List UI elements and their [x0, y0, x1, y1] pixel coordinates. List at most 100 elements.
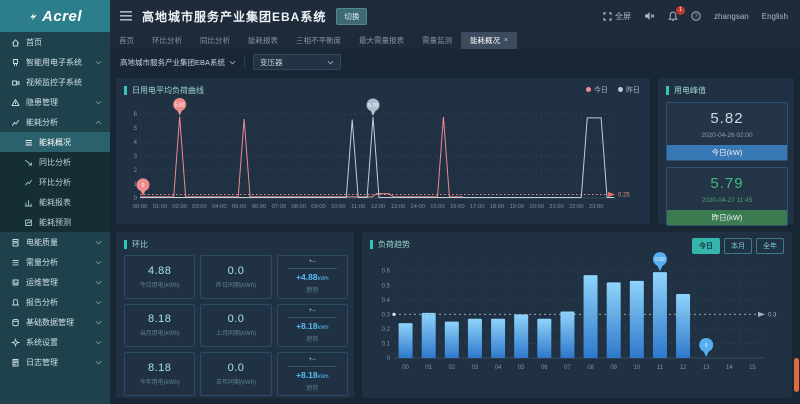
sidebar-subitem-label: 能耗报表	[39, 197, 71, 207]
quality-icon	[11, 238, 20, 247]
svg-text:05:00: 05:00	[232, 204, 247, 210]
peak-card-button[interactable]: 今日(kW)	[667, 145, 787, 160]
sidebar-nav: 首页 智能用电子系统 视频监控子系统 隐患管理能耗分析能耗概况同比分析环比分析能耗报表…	[0, 32, 110, 404]
ratio-label: 上月同期(kWh)	[215, 331, 256, 338]
sidebar-subitem-环比分析[interactable]: 环比分析	[0, 172, 110, 192]
ratio-label: 当月用电(kWh)	[139, 331, 180, 338]
svg-text:6: 6	[134, 112, 138, 118]
sidebar-item-电能质量[interactable]: 电能质量	[0, 232, 110, 252]
svg-text:0.5: 0.5	[382, 283, 391, 289]
svg-text:08: 08	[587, 365, 594, 371]
tab-最大需量报表[interactable]: 最大需量报表	[350, 32, 413, 49]
peak-card-button[interactable]: 昨日(kW)	[667, 210, 787, 225]
svg-text:2: 2	[134, 168, 138, 174]
vertical-scrollbar-thumb[interactable]	[794, 358, 799, 392]
svg-text:0.6: 0.6	[382, 269, 391, 275]
line-chart-legend: 今日 昨日	[586, 85, 640, 95]
tab-环比分析[interactable]: 环比分析	[143, 32, 191, 49]
sidebar-item-能耗分析[interactable]: 能耗分析	[0, 112, 110, 132]
help-icon: ?	[691, 11, 701, 21]
svg-text:0.3: 0.3	[768, 312, 777, 318]
sidebar-subitem-能耗概况[interactable]: 能耗概况	[0, 132, 110, 152]
load-trend-panel: 负荷趋势 今日 本月 全年 0 0.1 0.2 0.3 0.4 0.5 0.6 00 01 02 03 0…	[362, 232, 792, 398]
sidebar-item-隐患管理[interactable]: 隐患管理	[0, 92, 110, 112]
peak-value: 5.79	[710, 175, 744, 192]
sidebar-item-label: 能耗分析	[26, 117, 58, 127]
sidebar-item-智能用电子系统[interactable]: 智能用电子系统	[0, 52, 110, 72]
peak-usage-title: 用电峰值	[666, 84, 788, 96]
language-switch[interactable]: English	[761, 11, 788, 21]
svg-text:01: 01	[425, 365, 432, 371]
sidebar-item-运维管理[interactable]: 运维管理	[0, 272, 110, 292]
help-button[interactable]: ?	[691, 11, 701, 21]
chevron-down-icon	[95, 100, 102, 105]
tab-同比分析[interactable]: 同比分析	[191, 32, 239, 49]
page-title: 高地城市服务产业集团EBA系统	[142, 9, 327, 24]
sidebar-collapse-icon[interactable]	[120, 11, 132, 21]
daily-load-title-text: 日用电平均负荷曲线	[132, 85, 204, 95]
svg-text:?: ?	[694, 14, 698, 20]
tab-能耗概况[interactable]: 能耗概况 ×	[461, 32, 518, 49]
database-icon	[11, 318, 20, 327]
sidebar-subitem-同比分析[interactable]: 同比分析	[0, 152, 110, 172]
peak-cards: 5.82 2020-04-28 02:00 今日(kW) 5.79 2020-04-27…	[666, 102, 788, 226]
sidebar-item-基础数据管理[interactable]: 基础数据管理	[0, 312, 110, 332]
svg-text:0.1: 0.1	[382, 341, 391, 347]
video-icon	[11, 78, 20, 87]
ratio-value: 8.18	[147, 313, 172, 326]
ratio-card-current: 4.88 今日用电(kWh)	[124, 255, 196, 299]
ratio-compare-panel: 环比 4.88 今日用电(kWh) 0.0 昨日同期(kWh) +-- +4.88kWh 趋…	[116, 232, 354, 398]
tab-close-icon[interactable]: ×	[504, 37, 509, 44]
trend-delta: +4.88kWh	[296, 272, 329, 283]
username[interactable]: zhangsan	[714, 11, 749, 21]
range-tab-全年[interactable]: 全年	[756, 238, 784, 254]
sidebar-item-日志管理[interactable]: 日志管理	[0, 352, 110, 372]
svg-text:00: 00	[402, 365, 409, 371]
daily-load-panel: 日用电平均负荷曲线 今日 昨日 0 1 2 3 4 5 6 00:00 01:00 02:00 03:…	[116, 78, 650, 224]
speaker-muted-icon	[645, 12, 655, 20]
logo-mark-icon	[29, 12, 37, 20]
sidebar-subitem-label: 能耗概况	[39, 137, 71, 147]
legend-item-昨日[interactable]: 昨日	[618, 85, 640, 95]
ratio-card-current: 8.18 当月用电(kWh)	[124, 303, 196, 348]
sidebar-item-需量分析[interactable]: 需量分析	[0, 252, 110, 272]
switch-project-button[interactable]: 切换	[336, 7, 368, 25]
tab-首页[interactable]: 首页	[110, 32, 143, 49]
tab-三相不平衡度[interactable]: 三相不平衡度	[287, 32, 350, 49]
svg-text:02:00: 02:00	[172, 204, 187, 210]
warning-icon	[11, 98, 20, 107]
bell-icon	[668, 10, 678, 21]
range-tab-今日[interactable]: 今日	[692, 238, 720, 254]
sidebar-subitem-能耗预测[interactable]: 能耗预测	[0, 212, 110, 232]
tab-label: 三相不平衡度	[296, 36, 341, 45]
fullscreen-button[interactable]: 全屏	[603, 11, 631, 22]
mute-button[interactable]	[644, 11, 655, 21]
chevron-up-icon	[95, 120, 102, 125]
sidebar-item-系统设置[interactable]: 系统设置	[0, 332, 110, 352]
ratio-card-previous: 0.0 去年同期(kWh)	[200, 352, 272, 396]
sidebar-item-首页[interactable]: 首页	[0, 32, 110, 52]
sidebar-item-报告分析[interactable]: 报告分析	[0, 292, 110, 312]
sidebar-submenu: 能耗概况同比分析环比分析能耗报表能耗预测	[0, 132, 110, 232]
trend-percent: +--	[308, 307, 317, 314]
sidebar-subitem-label: 同比分析	[39, 157, 71, 167]
sidebar-item-label: 日志管理	[26, 357, 58, 367]
trend-label: 趋势	[306, 385, 319, 392]
svg-text:01:00: 01:00	[153, 204, 168, 210]
svg-text:16:00: 16:00	[450, 204, 465, 210]
title-accent-bar	[124, 85, 127, 95]
svg-text:19:00: 19:00	[510, 204, 525, 210]
sidebar-subitem-能耗报表[interactable]: 能耗报表	[0, 192, 110, 212]
device-select[interactable]: 变压器	[253, 54, 342, 70]
notifications-button[interactable]: 1	[668, 5, 686, 22]
tab-label: 能耗报表	[248, 36, 278, 45]
range-tab-本月[interactable]: 本月	[724, 238, 752, 254]
legend-item-今日[interactable]: 今日	[586, 85, 608, 95]
tab-需量监测[interactable]: 需量监测	[413, 32, 461, 49]
svg-text:5: 5	[134, 126, 138, 132]
organization-select[interactable]: 高地城市服务产业集团EBA系统	[120, 57, 236, 68]
sidebar-item-视频监控子系统[interactable]: 视频监控子系统	[0, 72, 110, 92]
svg-text:23:00: 23:00	[589, 204, 604, 210]
tab-能耗报表[interactable]: 能耗报表	[239, 32, 287, 49]
